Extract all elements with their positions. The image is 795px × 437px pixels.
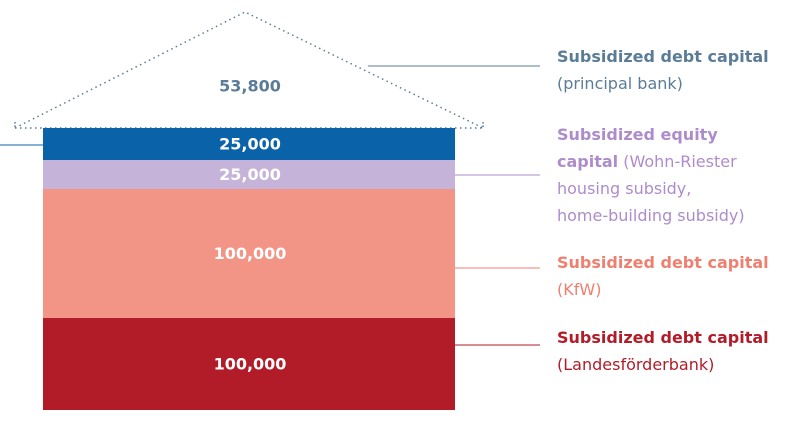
legend-text: (Landesförderbank) [557,355,714,374]
legend-part: capital [557,152,618,171]
legend-text: (principal bank) [557,74,683,93]
roof-outline [14,11,484,129]
legend-text: Subsidized debt capital [557,253,769,272]
legend-part: (Wohn-Riester [618,152,737,171]
segment [43,318,455,410]
legend-text: Subsidized debt capital [557,328,769,347]
segment-label: 25,000 [219,135,281,154]
segment [43,189,455,318]
legend-text: housing subsidy, [557,179,691,198]
legend-part: housing subsidy, [557,179,691,198]
segment [43,128,455,160]
segment-label: 100,000 [214,244,287,263]
legend-part: (Landesförderbank) [557,355,714,374]
legend-part: Subsidized debt capital [557,47,769,66]
legend-part: Subsidized equity [557,125,718,144]
legend-part: (KfW) [557,280,601,299]
legend-part: Subsidized debt capital [557,328,769,347]
roof-label: 53,800 [219,77,281,96]
legend-text: capital (Wohn-Riester [557,152,737,171]
legend-part: (principal bank) [557,74,683,93]
legend-text: (KfW) [557,280,601,299]
segment-label: 25,000 [219,165,281,184]
legend-part: home-building subsidy) [557,206,745,225]
legend-text: home-building subsidy) [557,206,745,225]
legend-text: Subsidized equity [557,125,718,144]
legend-text: Subsidized debt capital [557,47,769,66]
segment-label: 100,000 [214,355,287,374]
legend-part: Subsidized debt capital [557,253,769,272]
segment [43,160,455,189]
